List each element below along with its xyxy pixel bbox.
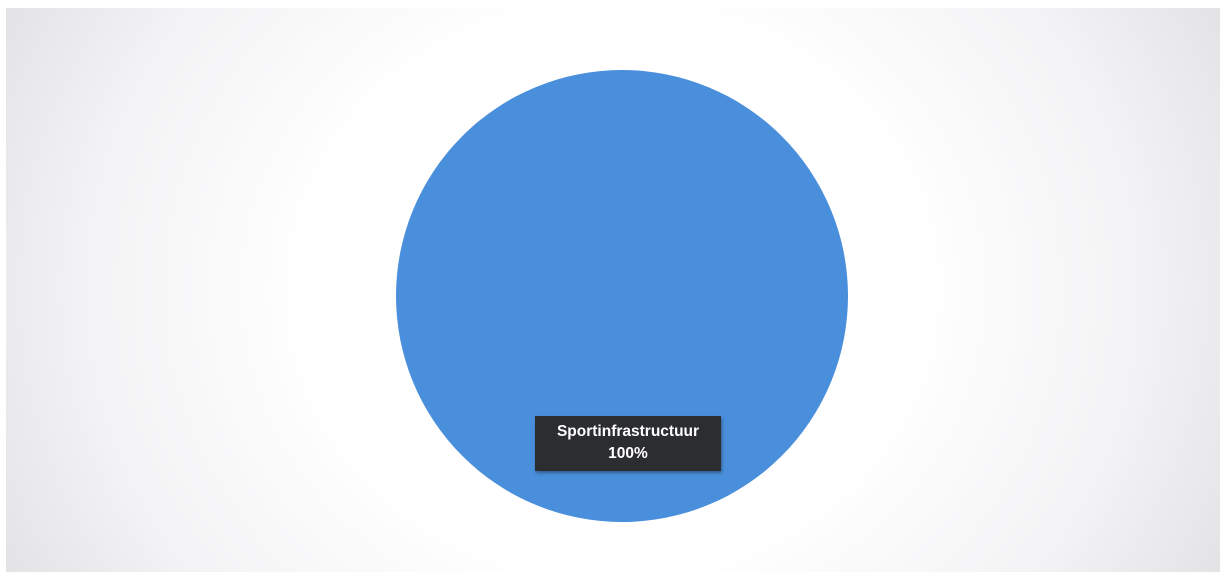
chart-area: Sportinfrastructuur 100% (6, 8, 1220, 572)
slice-label-percent: 100% (608, 445, 648, 462)
slice-label-name: Sportinfrastructuur (556, 423, 700, 440)
data-label: Sportinfrastructuur 100% (535, 416, 721, 471)
pie-slice-0 (396, 70, 848, 522)
pie-chart (396, 70, 848, 522)
